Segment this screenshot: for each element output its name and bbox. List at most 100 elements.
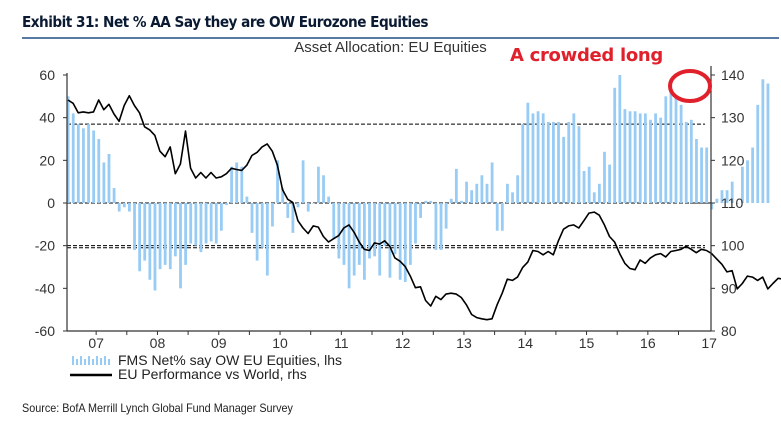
bar: [444, 203, 448, 229]
x-tick-label: 17: [701, 335, 717, 351]
x-tick-label: 08: [150, 335, 166, 351]
x-tick-label: 14: [517, 335, 533, 351]
left-tick-label: 20: [39, 152, 55, 168]
bar: [378, 203, 382, 276]
title-underline: [22, 37, 779, 39]
bar: [82, 128, 85, 203]
left-tick-label: 40: [39, 110, 55, 126]
bar: [623, 109, 627, 203]
bar: [240, 166, 244, 203]
bar: [199, 203, 203, 253]
bar: [179, 203, 182, 289]
bar: [347, 203, 351, 289]
legend-bar-swatch: [72, 356, 110, 365]
bar: [306, 203, 310, 212]
bar: [383, 203, 387, 246]
bar: [500, 203, 504, 231]
bar: [66, 96, 70, 203]
right-tick-label: 130: [721, 110, 745, 126]
bar: [746, 160, 749, 203]
bar: [276, 160, 279, 203]
x-tick-label: 10: [272, 335, 288, 351]
bar: [138, 203, 142, 272]
left-tick-label: -40: [35, 280, 55, 296]
bar: [628, 111, 632, 203]
bar: [173, 203, 177, 257]
bar: [592, 192, 596, 203]
bar: [608, 164, 611, 203]
bar: [419, 203, 422, 218]
bar: [434, 203, 438, 250]
bar: [715, 198, 719, 203]
bar: [260, 203, 264, 248]
bar: [368, 203, 371, 259]
bar: [730, 181, 734, 203]
bar: [184, 203, 188, 265]
bar: [526, 102, 530, 203]
bar: [756, 104, 760, 203]
left-tick-label: -20: [35, 238, 55, 254]
bar: [567, 121, 571, 203]
bar: [102, 162, 106, 203]
bar: [403, 203, 407, 282]
bar: [643, 113, 647, 203]
bar: [153, 203, 157, 291]
bar: [480, 175, 484, 203]
bar: [128, 203, 131, 212]
x-tick-label: 15: [579, 335, 595, 351]
bar: [562, 136, 566, 203]
legend-label-bars: FMS Net% say OW EU Equities, lhs: [118, 352, 343, 368]
bar: [352, 203, 356, 276]
bar: [516, 175, 520, 203]
right-tick-label: 100: [721, 238, 745, 254]
bar: [613, 87, 617, 203]
bar: [424, 200, 428, 203]
bar: [735, 203, 739, 204]
bar: [649, 119, 652, 203]
bar: [531, 113, 535, 203]
bar: [521, 124, 525, 203]
bar: [214, 203, 218, 244]
bar: [87, 124, 90, 203]
bar: [659, 117, 663, 203]
bar: [654, 113, 657, 203]
bar: [311, 203, 315, 204]
bar: [204, 203, 208, 244]
bar: [741, 166, 744, 203]
bar: [112, 188, 116, 203]
left-tick-label: 0: [47, 195, 55, 211]
bar: [710, 203, 714, 210]
bar: [363, 203, 366, 280]
bar: [337, 203, 341, 259]
left-tick-label: -60: [35, 323, 55, 339]
bar: [695, 139, 698, 203]
bar: [122, 203, 126, 208]
bar: [209, 203, 213, 242]
annotation-crowded-long: A crowded long: [510, 45, 664, 66]
bar: [92, 130, 96, 203]
bar: [465, 181, 468, 203]
bar: [587, 166, 591, 203]
bar: [684, 121, 688, 203]
bar: [449, 198, 453, 203]
bar: [245, 196, 249, 203]
bar: [225, 203, 228, 206]
bar: [408, 203, 412, 265]
x-tick-label: 07: [88, 335, 104, 351]
bar: [705, 147, 709, 203]
bar: [158, 203, 162, 270]
bar: [189, 203, 193, 244]
bar: [265, 203, 269, 276]
bar: [536, 111, 540, 203]
bar: [143, 203, 147, 261]
bar: [720, 190, 724, 203]
bar: [281, 188, 285, 203]
bar: [674, 96, 678, 203]
bar: [219, 203, 223, 231]
right-tick-label: 140: [721, 67, 745, 83]
bar: [475, 183, 479, 203]
bar: [439, 203, 443, 250]
x-tick-label: 11: [334, 335, 349, 351]
axes: 60 40 20 0 -20 -40 -60 140 130 120 110 100 90 80 07 08 0…: [35, 66, 745, 351]
bar: [664, 96, 668, 203]
